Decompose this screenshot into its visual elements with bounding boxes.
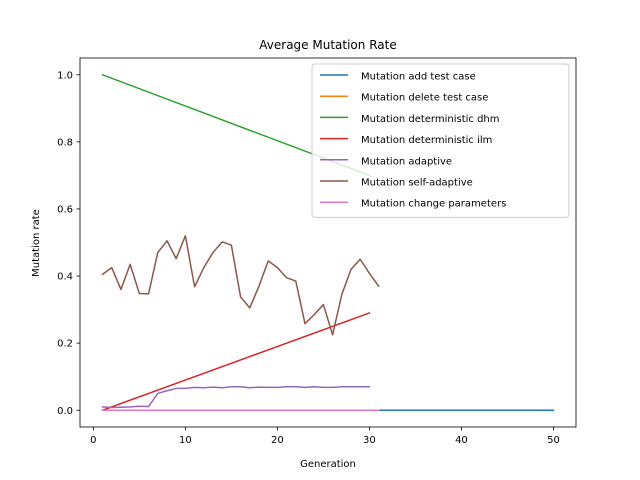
legend-label: Mutation delete test case bbox=[361, 93, 488, 104]
series-line-3 bbox=[101, 311, 371, 412]
legend-label: Mutation self-adaptive bbox=[361, 178, 473, 189]
legend-label: Mutation adaptive bbox=[361, 156, 452, 167]
legend: Mutation add test case Mutation delete te… bbox=[311, 63, 570, 218]
legend-label: Mutation change parameters bbox=[361, 199, 506, 210]
legend-label: Mutation add test case bbox=[361, 72, 476, 83]
series-layer bbox=[101, 73, 555, 412]
y-tick-label: 1.0 bbox=[57, 70, 73, 81]
y-tick-label: 0.8 bbox=[57, 137, 73, 148]
y-tick-label: 0.2 bbox=[57, 339, 73, 350]
plot-frame bbox=[79, 57, 577, 428]
chart-title: Average Mutation Rate bbox=[259, 38, 396, 52]
x-axis-label: Generation bbox=[300, 459, 356, 470]
x-tick-label: 10 bbox=[179, 435, 192, 446]
y-tick-label: 0.4 bbox=[57, 272, 73, 283]
series-line-5 bbox=[101, 235, 380, 336]
legend-label: Mutation deterministic dhm bbox=[361, 114, 500, 125]
x-tick-label: 20 bbox=[271, 435, 284, 446]
legend-box bbox=[311, 63, 570, 218]
x-tick-label: 50 bbox=[547, 435, 560, 446]
axes-layer: 0 10 20 30 40 50 0.0 0.2 0.4 0.6 0.8 1.0 bbox=[57, 57, 577, 446]
y-tick-label: 0.6 bbox=[57, 205, 73, 216]
legend-label: Mutation deterministic ilm bbox=[361, 135, 492, 146]
y-tick-label: 0.0 bbox=[57, 406, 73, 417]
x-tick-label: 40 bbox=[455, 435, 468, 446]
x-tick-label: 30 bbox=[363, 435, 376, 446]
series-line-4 bbox=[101, 386, 371, 409]
y-axis-label: Mutation rate bbox=[31, 209, 42, 277]
x-tick-label: 0 bbox=[90, 435, 96, 446]
